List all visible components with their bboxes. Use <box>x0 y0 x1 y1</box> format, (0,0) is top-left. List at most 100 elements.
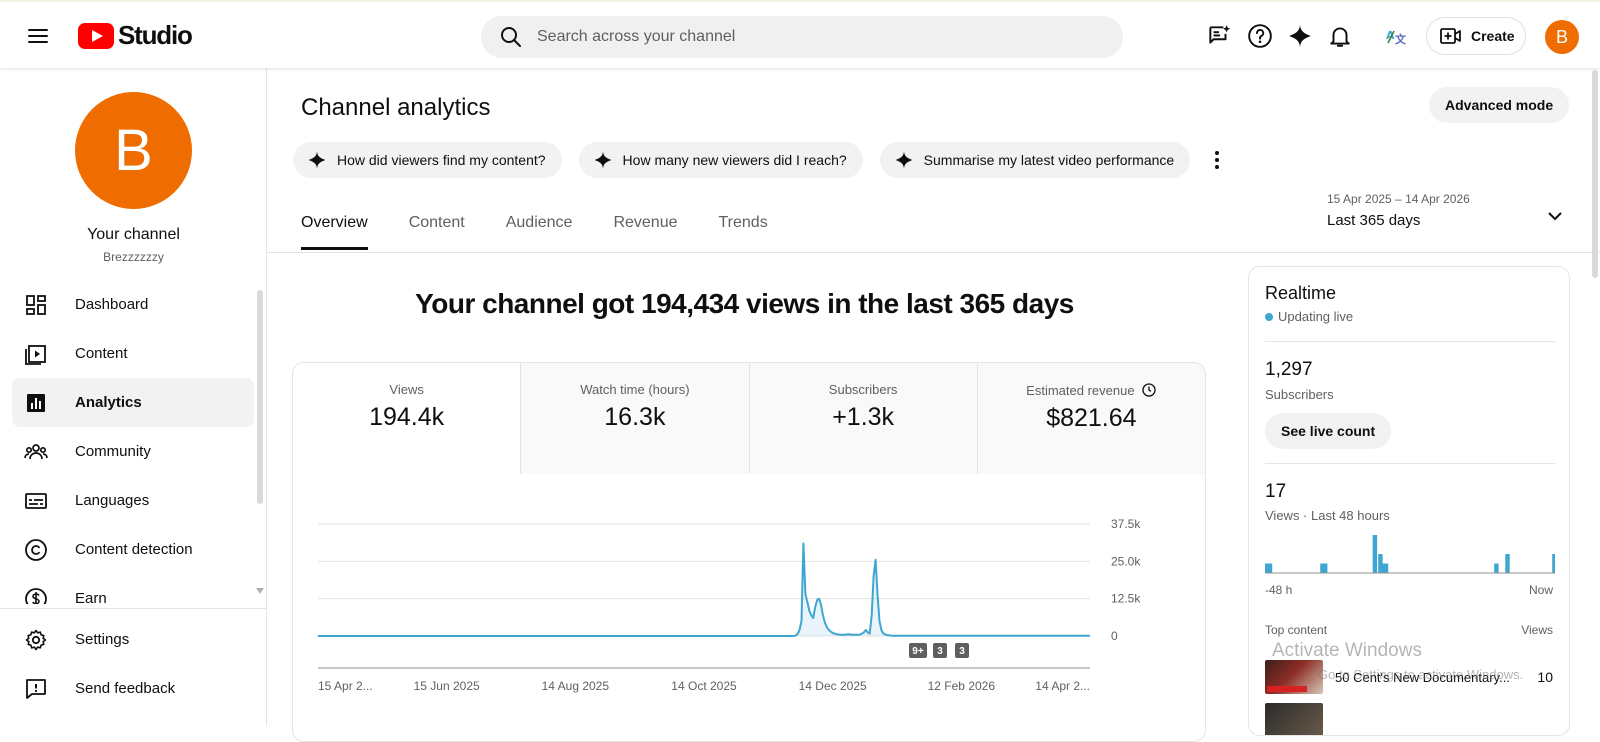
chevron-down-icon[interactable] <box>1543 204 1567 228</box>
x-tick-label: 14 Apr 2... <box>1035 679 1090 693</box>
channel-avatar[interactable]: B <box>75 92 192 209</box>
chip-label: Summarise my latest video performance <box>923 152 1175 168</box>
menu-icon[interactable] <box>26 24 50 48</box>
tab-divider <box>267 252 1600 253</box>
tab-overview[interactable]: Overview <box>301 214 368 250</box>
x-tick-label: 14 Aug 2025 <box>542 679 610 693</box>
settings-icon <box>25 629 47 650</box>
svg-text:A: A <box>1386 29 1395 42</box>
realtime-bar <box>1320 563 1325 573</box>
studio-logo[interactable]: Studio <box>78 20 193 51</box>
tab-audience[interactable]: Audience <box>505 214 573 231</box>
feedback-icon[interactable] <box>1206 23 1232 49</box>
metric-estimated-revenue[interactable]: Estimated revenue $821.64 <box>976 363 1205 474</box>
sidebar-item-label: Dashboard <box>75 296 149 313</box>
sidebar-item-earn[interactable]: Earn <box>12 574 254 604</box>
metric-subscribers[interactable]: Subscribers +1.3k <box>748 363 977 474</box>
metric-label: Subscribers <box>828 382 898 397</box>
metric-watch-time[interactable]: Watch time (hours) 16.3k <box>520 363 749 474</box>
chip-label: How many new viewers did I reach? <box>622 152 847 168</box>
sidebar-item-label: Content detection <box>75 541 193 558</box>
video-views: 10 <box>1537 669 1553 685</box>
realtime-bar-chart <box>1265 535 1555 574</box>
divider <box>1265 341 1555 342</box>
sidebar-item-label: Languages <box>75 492 150 509</box>
suggestion-chips: How did viewers find my content? How man… <box>293 142 1227 178</box>
copyright-icon <box>25 538 47 561</box>
realtime-status: Updating live <box>1265 309 1353 324</box>
sidebar-item-dashboard[interactable]: Dashboard <box>12 280 254 329</box>
sidebar-item-label: Analytics <box>75 394 142 411</box>
sidebar-item-content-detection[interactable]: Content detection <box>12 525 254 574</box>
realtime-bar <box>1552 554 1555 573</box>
sidebar-item-languages[interactable]: Languages <box>12 476 254 525</box>
realtime-bar <box>1494 563 1499 573</box>
sidebar: B Your channel Brezzzzzzy Dashboard Cont… <box>0 68 267 726</box>
video-thumbnail[interactable] <box>1265 703 1323 735</box>
video-marker-label: 3 <box>959 646 965 657</box>
sparkle-icon <box>594 151 611 169</box>
create-button[interactable]: Create <box>1426 17 1526 55</box>
sidebar-item-settings[interactable]: Settings <box>12 615 254 664</box>
sidebar-item-content[interactable]: Content <box>12 329 254 378</box>
sparkle-icon[interactable] <box>1287 23 1313 49</box>
see-live-count-button[interactable]: See live count <box>1265 413 1392 449</box>
chip-summarise-video[interactable]: Summarise my latest video performance <box>879 142 1191 178</box>
channel-title: Your channel <box>87 226 180 243</box>
y-tick-label: 37.5k <box>1111 517 1141 531</box>
search-bar[interactable] <box>481 16 1123 58</box>
logo-text: Studio <box>118 20 193 50</box>
x-tick-label: 14 Dec 2025 <box>799 679 867 693</box>
metric-views[interactable]: Views 194.4k <box>293 363 521 474</box>
x-tick-label: 15 Apr 2... <box>318 679 373 693</box>
sidebar-item-community[interactable]: Community <box>12 427 254 476</box>
metric-label: Watch time (hours) <box>580 382 690 397</box>
metric-label: Views <box>389 382 424 397</box>
realtime-subscribers-value: 1,297 <box>1265 359 1313 380</box>
chip-label: How did viewers find my content? <box>337 152 546 168</box>
main-content: Channel analytics Advanced mode How did … <box>267 68 1600 742</box>
sidebar-scroll-down-icon[interactable] <box>256 588 264 594</box>
tab-revenue[interactable]: Revenue <box>613 214 678 231</box>
sidebar-item-send-feedback[interactable]: Send feedback <box>12 664 254 713</box>
advanced-mode-button[interactable]: Advanced mode <box>1429 87 1570 123</box>
y-tick-label: 0 <box>1111 629 1118 643</box>
realtime-bar <box>1323 563 1328 573</box>
earn-icon <box>25 587 47 604</box>
channel-handle: Brezzzzzzy <box>103 250 164 264</box>
date-range-picker[interactable]: 15 Apr 2025 – 14 Apr 2026 Last 365 days <box>1327 192 1470 229</box>
sparkle-icon <box>308 151 326 169</box>
realtime-title: Realtime <box>1265 283 1337 303</box>
x-tick-label: 14 Oct 2025 <box>671 679 737 693</box>
bell-icon[interactable] <box>1327 23 1353 49</box>
chip-find-content[interactable]: How did viewers find my content? <box>293 142 562 178</box>
sidebar-item-analytics[interactable]: Analytics <box>12 378 254 427</box>
metric-label: Estimated revenue <box>978 382 1205 398</box>
video-marker-badge <box>933 643 947 658</box>
date-range-dates: 15 Apr 2025 – 14 Apr 2026 <box>1327 192 1470 206</box>
sidebar-item-label: Content <box>75 345 128 362</box>
metrics-card: Views 194.4k Watch time (hours) 16.3k Su… <box>292 362 1206 742</box>
tab-trends[interactable]: Trends <box>718 214 768 231</box>
tab-content[interactable]: Content <box>408 214 465 231</box>
sidebar-scrollbar[interactable] <box>257 290 263 504</box>
sidebar-nav: Dashboard Content Analytics Community La… <box>12 280 254 604</box>
account-avatar[interactable]: B <box>1545 20 1579 54</box>
metric-value: 16.3k <box>604 403 666 431</box>
more-options-icon[interactable] <box>1207 148 1227 172</box>
chip-new-viewers[interactable]: How many new viewers did I reach? <box>578 142 863 178</box>
metric-value: +1.3k <box>832 403 895 431</box>
page-title: Channel analytics <box>301 94 491 121</box>
top-content-row[interactable]: 50 Cent's New Documentary... 10 <box>1265 657 1555 697</box>
search-input[interactable] <box>537 28 1057 46</box>
series-area <box>318 543 1090 636</box>
x-tick-label: 15 Jun 2025 <box>414 679 480 693</box>
realtime-subscribers-label: Subscribers <box>1265 387 1334 402</box>
views-line-chart: 0 12.5k 25.0k 37.5k 15 Apr 2... 15 Jun 2025 14… <box>318 517 1141 693</box>
help-icon[interactable] <box>1247 23 1273 49</box>
languages-icon <box>25 492 47 509</box>
svg-text:文: 文 <box>1395 32 1407 46</box>
page-scrollbar[interactable] <box>1592 70 1598 278</box>
views-headline: Your channel got 194,434 views in the la… <box>415 288 1074 319</box>
